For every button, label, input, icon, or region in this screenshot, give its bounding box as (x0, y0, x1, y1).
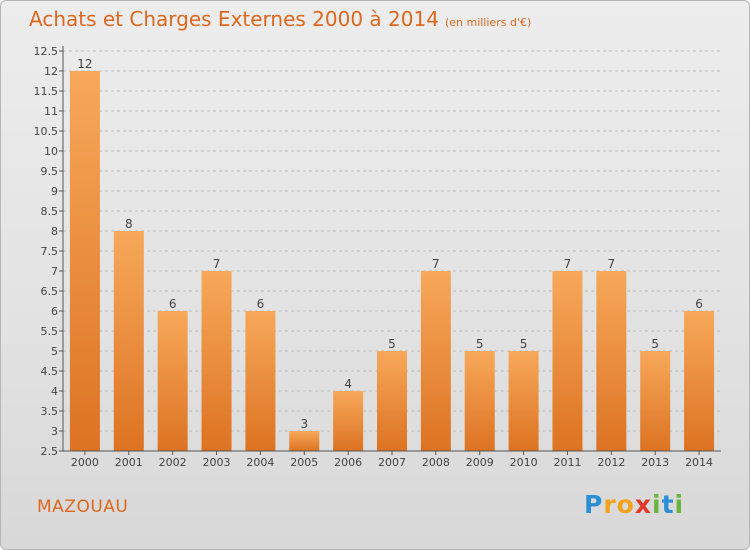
data-label: 7 (432, 257, 440, 271)
data-label: 5 (388, 337, 396, 351)
y-tick-label: 7 (51, 265, 58, 278)
logo-letter: P (584, 490, 604, 519)
bar-2009 (464, 351, 495, 451)
bar-2010 (508, 351, 539, 451)
x-tick-label: 2001 (115, 456, 143, 469)
y-tick-label: 3 (51, 425, 58, 438)
logo-letter: o (616, 490, 635, 519)
x-tick-label: 2000 (71, 456, 99, 469)
y-tick-label: 7.5 (41, 245, 59, 258)
x-tick-label: 2008 (422, 456, 450, 469)
logo-letter: x (634, 490, 652, 519)
data-label: 4 (344, 377, 352, 391)
bar-2001 (113, 231, 144, 451)
data-label: 6 (169, 297, 177, 311)
bar-2004 (245, 311, 276, 451)
y-tick-label: 2.5 (41, 445, 59, 458)
title-text: Achats et Charges Externes 2000 à 2014 (29, 7, 439, 31)
chart-subtitle: (en milliers d'€) (444, 16, 532, 29)
data-label: 3 (300, 417, 308, 431)
y-tick-label: 10.5 (34, 125, 59, 138)
y-tick-label: 6.5 (41, 285, 59, 298)
bar-2011 (552, 271, 583, 451)
x-tick-label: 2007 (378, 456, 406, 469)
bar-2005 (289, 431, 320, 451)
bar-2012 (596, 271, 627, 451)
axes (59, 46, 721, 455)
y-tick-label: 9 (51, 185, 58, 198)
x-tick-label: 2002 (159, 456, 187, 469)
data-label: 6 (257, 297, 265, 311)
bar-2008 (420, 271, 451, 451)
data-label: 5 (520, 337, 528, 351)
y-tick-label: 6 (51, 305, 58, 318)
data-label: 12 (77, 57, 92, 71)
bars (69, 71, 715, 451)
labels: 2.5 3 3.5 4 4.5 5 5.5 6 6.5 7 7.5 8 8.5 9 9.5 10 10.5 11 1… (34, 45, 714, 469)
bar-2007 (377, 351, 407, 451)
data-label: 5 (651, 337, 659, 351)
x-tick-label: 2010 (510, 456, 538, 469)
x-tick-label: 2003 (203, 456, 231, 469)
x-tick-label: 2004 (246, 456, 274, 469)
bar-2003 (201, 271, 232, 451)
data-label: 8 (125, 217, 133, 231)
data-label: 7 (564, 257, 572, 271)
logo-letter: r (603, 490, 617, 519)
bar-2013 (640, 351, 671, 451)
data-label: 6 (695, 297, 703, 311)
y-tick-label: 12.5 (34, 45, 59, 58)
x-tick-label: 2014 (685, 456, 713, 469)
x-tick-label: 2013 (641, 456, 669, 469)
commune-name: MAZOUAU (37, 497, 129, 517)
y-tick-label: 5.5 (41, 325, 59, 338)
y-tick-label: 4 (51, 385, 58, 398)
bar-2000 (69, 71, 100, 451)
y-tick-label: 8.5 (41, 205, 59, 218)
x-tick-label: 2011 (553, 456, 581, 469)
x-tick-label: 2009 (466, 456, 494, 469)
logo-letter: t (661, 490, 675, 519)
x-tick-label: 2005 (290, 456, 318, 469)
y-tick-label: 5 (51, 345, 58, 358)
y-tick-label: 8 (51, 225, 58, 238)
y-tick-label: 9.5 (41, 165, 59, 178)
x-tick-label: 2006 (334, 456, 362, 469)
y-tick-label: 3.5 (41, 405, 59, 418)
x-tick-label: 2012 (597, 456, 625, 469)
y-tick-label: 4.5 (41, 365, 59, 378)
logo-letter: i (674, 490, 685, 519)
chart-title: Achats et Charges Externes 2000 à 2014 (e… (29, 7, 531, 31)
y-tick-label: 11.5 (34, 85, 59, 98)
bar-2006 (333, 391, 364, 451)
y-tick-label: 12 (44, 65, 58, 78)
bar-2014 (684, 311, 715, 451)
y-tick-label: 11 (44, 105, 58, 118)
bar-2002 (157, 311, 188, 451)
data-label: 5 (476, 337, 484, 351)
data-label: 7 (608, 257, 616, 271)
proxiti-logo: Proxiti (584, 490, 684, 519)
logo-letter: i (652, 490, 662, 519)
y-tick-label: 10 (44, 145, 58, 158)
data-label: 7 (213, 257, 221, 271)
